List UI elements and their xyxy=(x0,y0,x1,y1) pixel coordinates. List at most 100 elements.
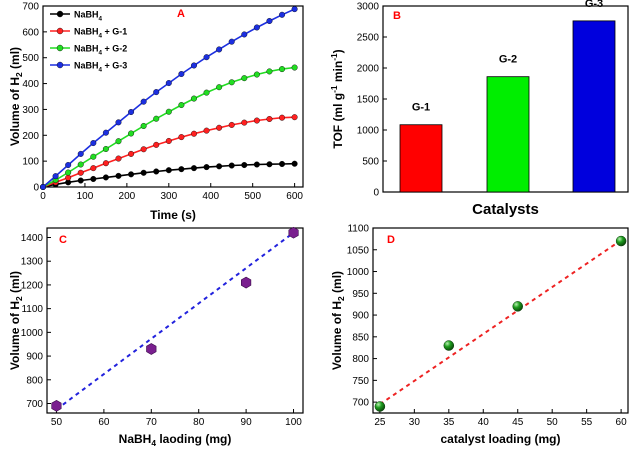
y-tick-label: 1300 xyxy=(21,257,44,268)
x-tick-label: 45 xyxy=(512,417,524,428)
data-point xyxy=(65,162,72,169)
x-tick-label: 200 xyxy=(119,191,136,202)
data-point xyxy=(140,98,147,105)
x-tick-label: 60 xyxy=(616,417,628,428)
data-point xyxy=(291,114,298,121)
data-point xyxy=(266,161,273,168)
y-tick-label: 700 xyxy=(22,2,39,13)
x-tick-label: 400 xyxy=(202,191,219,202)
data-point xyxy=(203,54,210,61)
data-point xyxy=(153,141,160,148)
data-point xyxy=(266,17,273,24)
y-tick-label: 850 xyxy=(352,332,369,343)
x-tick-label: 60 xyxy=(98,417,110,428)
data-point xyxy=(190,62,197,69)
y-tick-label: 1400 xyxy=(21,233,44,244)
data-point xyxy=(241,119,248,126)
data-point xyxy=(253,117,260,124)
y-tick-label: 2500 xyxy=(357,33,380,44)
data-point xyxy=(266,68,273,75)
data-point xyxy=(190,95,197,102)
y-tick-label: 500 xyxy=(362,157,379,168)
data-point xyxy=(291,64,298,71)
data-point xyxy=(279,11,286,18)
x-tick-label: 100 xyxy=(285,417,302,428)
legend-marker xyxy=(56,10,64,18)
data-point xyxy=(115,119,122,126)
data-point xyxy=(178,166,185,173)
bar-label: G-3 xyxy=(585,0,603,10)
data-point xyxy=(102,174,109,181)
y-axis-label: Volume of H2 (ml) xyxy=(8,47,24,146)
data-point xyxy=(102,129,109,136)
data-point xyxy=(216,46,223,53)
data-point xyxy=(128,171,135,178)
data-point xyxy=(203,164,210,171)
x-axis-label: catalyst loading (mg) xyxy=(440,432,560,446)
panel-b-bar-chart: 0 500 1000 1500 2000 2500 3000 G-1 G-2 G-3 Catalys… xyxy=(329,0,629,218)
data-point xyxy=(90,140,97,147)
data-point xyxy=(178,102,185,109)
data-point xyxy=(90,175,97,182)
y-axis-label: Volume of H2 (ml) xyxy=(8,271,24,370)
y-tick-label: 900 xyxy=(352,311,369,322)
y-tick-label: 750 xyxy=(352,376,369,387)
data-point xyxy=(90,153,97,160)
x-tick-label: 55 xyxy=(581,417,593,428)
panel-label-d: D xyxy=(387,234,395,246)
x-tick-label: 40 xyxy=(478,417,490,428)
data-point xyxy=(77,169,84,176)
y-tick-label: 300 xyxy=(22,105,39,116)
x-tick-label: 50 xyxy=(547,417,559,428)
bar-label: G-2 xyxy=(499,54,517,66)
data-point xyxy=(153,89,160,96)
data-point xyxy=(90,165,97,172)
y-tick-label: 1200 xyxy=(21,280,44,291)
x-tick-label: 300 xyxy=(160,191,177,202)
data-point xyxy=(216,124,223,131)
data-point xyxy=(115,172,122,179)
data-point xyxy=(253,161,260,168)
x-tick-label: 35 xyxy=(443,417,455,428)
data-point xyxy=(128,150,135,157)
data-point xyxy=(279,114,286,121)
data-point xyxy=(102,145,109,152)
x-axis-label: Catalysts xyxy=(472,201,539,218)
y-tick-label: 1500 xyxy=(357,95,380,106)
data-point xyxy=(140,146,147,153)
x-tick-label: 100 xyxy=(77,191,94,202)
data-point xyxy=(146,343,157,355)
y-tick-label: 1000 xyxy=(357,126,380,137)
y-tick-label: 0 xyxy=(33,183,39,194)
data-point xyxy=(216,84,223,91)
data-point xyxy=(153,115,160,122)
legend-label: NaBH4 + G-1 xyxy=(74,27,127,40)
data-point xyxy=(77,161,84,168)
data-point xyxy=(203,127,210,134)
data-point xyxy=(178,71,185,78)
x-axis-label: NaBH4 laoding (mg) xyxy=(119,432,232,448)
y-tick-label: 0 xyxy=(373,188,379,199)
fit-line xyxy=(55,231,295,411)
panel-label-c: C xyxy=(59,234,67,246)
x-tick-label: 70 xyxy=(146,417,158,428)
data-point xyxy=(241,31,248,38)
data-point xyxy=(241,276,252,289)
data-point xyxy=(65,169,72,176)
y-axis-label: TOF (ml g-1 min-1) xyxy=(329,49,345,148)
data-point xyxy=(512,301,523,312)
y-tick-label: 3000 xyxy=(357,2,380,13)
data-point xyxy=(165,108,172,115)
legend-marker xyxy=(56,27,64,35)
y-tick-label: 2000 xyxy=(357,64,380,75)
data-point xyxy=(165,167,172,174)
data-point xyxy=(443,340,455,351)
y-tick-label: 400 xyxy=(22,79,39,90)
x-tick-label: 25 xyxy=(374,417,386,428)
y-tick-label: 500 xyxy=(22,53,39,64)
data-point xyxy=(291,160,298,167)
y-tick-label: 200 xyxy=(22,131,39,142)
x-tick-label: 90 xyxy=(241,417,253,428)
data-point xyxy=(291,6,298,13)
y-tick-label: 600 xyxy=(22,27,39,38)
